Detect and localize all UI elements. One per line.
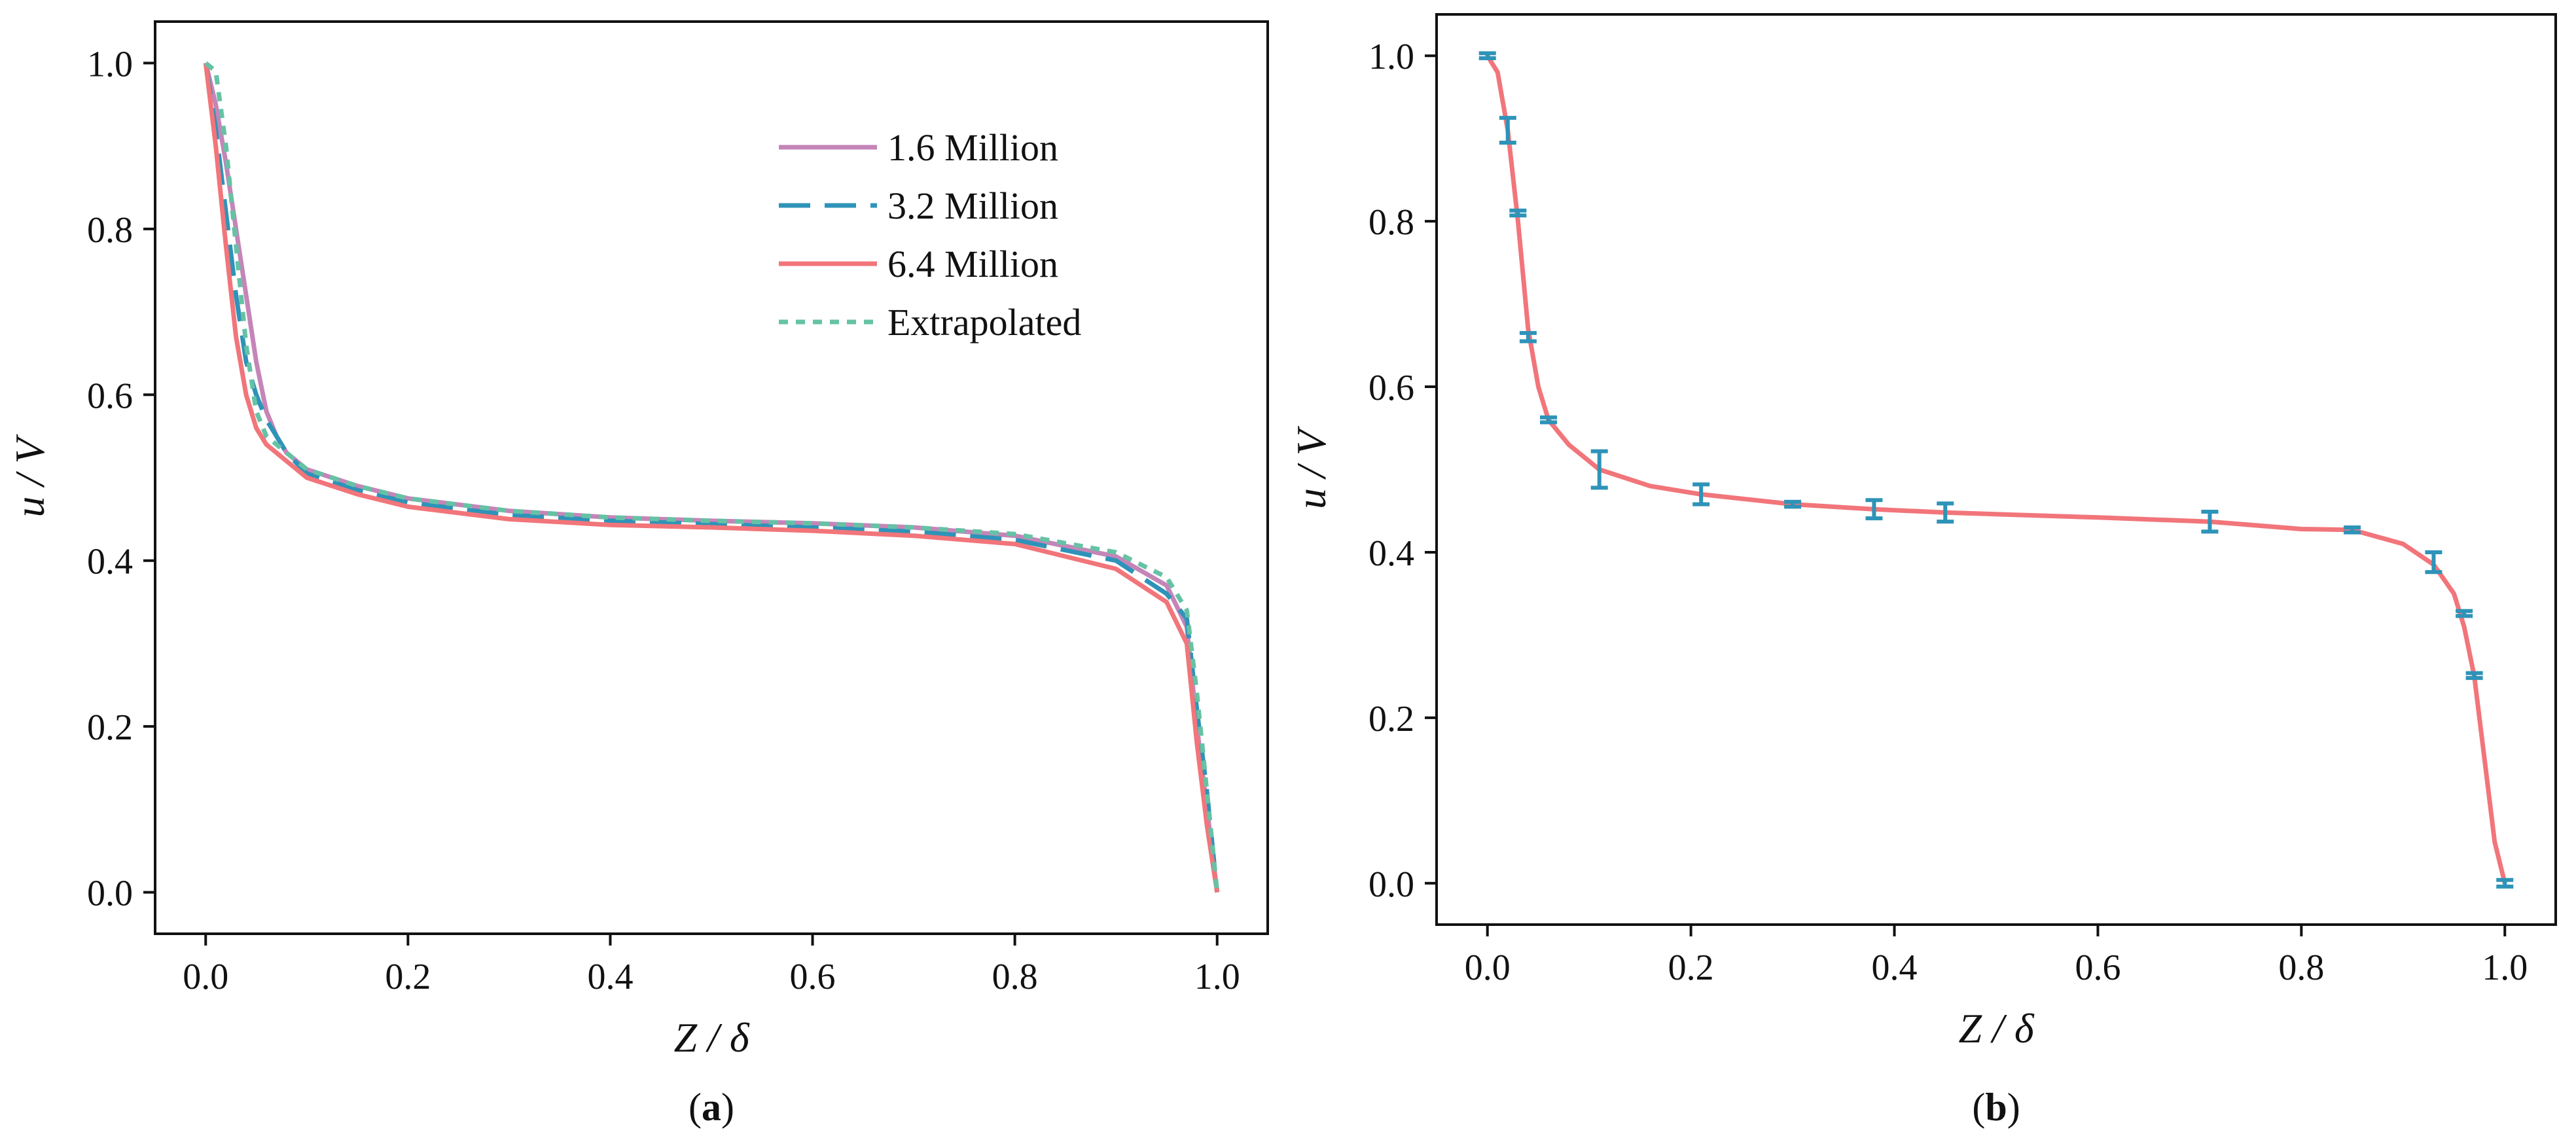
x-tick-label: 0.4	[1872, 948, 1918, 988]
series-line-1-6-million	[203, 62, 1220, 893]
panel-a-x-ticks: 0.0 0.2 0.4 0.6 0.8 1.0	[183, 934, 1240, 997]
y-tick-label: 0.8	[1368, 202, 1414, 243]
error-bar	[2201, 509, 2219, 534]
error-bar	[1540, 415, 1557, 425]
series-line-3-2-million	[203, 62, 1220, 893]
x-tick-label: 0.4	[587, 957, 633, 997]
panel-b-frame	[1435, 13, 2557, 926]
panel-a-y-ticks: 0.0 0.2 0.4 0.6 0.8 1.0	[87, 44, 155, 914]
y-tick-label: 0.6	[1368, 368, 1414, 408]
y-tick-label: 0.4	[1368, 533, 1414, 574]
y-tick-label: 0.2	[1368, 699, 1414, 739]
y-tick-label: 1.0	[1368, 37, 1414, 77]
legend-label: 1.6 Million	[887, 126, 1058, 169]
panel-a-legend: 1.6 Million 3.2 Million 6.4 Million Extrapo…	[779, 126, 1081, 344]
x-tick-label: 1.0	[2482, 948, 2528, 988]
error-bar	[1784, 499, 1802, 509]
error-bar	[1865, 498, 1883, 521]
panel-b-x-ticks: 0.0 0.2 0.4 0.6 0.8 1.0	[1465, 925, 2528, 988]
x-tick-label: 0.8	[2278, 948, 2324, 988]
x-tick-label: 0.2	[1668, 948, 1714, 988]
error-bar	[1499, 116, 1516, 145]
panel-b-label: (b)	[1972, 1086, 2020, 1129]
panel-b-x-axis-title: Z / δ	[1958, 1005, 2034, 1052]
x-tick-label: 0.2	[385, 957, 431, 997]
y-tick-label: 0.6	[87, 376, 133, 416]
error-bar	[1478, 51, 1496, 61]
error-bar	[2496, 877, 2514, 889]
x-tick-label: 0.8	[992, 957, 1038, 997]
x-tick-label: 0.6	[2075, 948, 2120, 988]
error-bar	[1519, 330, 1537, 344]
panel-a-label-letter: a	[702, 1086, 721, 1129]
series-line-6-4-million	[203, 62, 1220, 893]
x-tick-label: 0.0	[183, 957, 228, 997]
error-bar	[2465, 671, 2483, 681]
panel-b-label-close: )	[2007, 1086, 2020, 1129]
panel-a-label-close: )	[721, 1086, 734, 1129]
x-tick-label: 0.0	[1465, 948, 1511, 988]
x-tick-label: 0.6	[790, 957, 836, 997]
x-tick-label: 1.0	[1194, 957, 1240, 997]
error-bar	[2456, 609, 2473, 618]
error-bar	[1692, 482, 1710, 506]
error-bar	[1590, 449, 1608, 490]
panel-a-frame	[154, 20, 1269, 935]
legend-label: 3.2 Million	[887, 185, 1058, 227]
y-tick-label: 0.8	[87, 210, 133, 251]
panel-b-plot-area	[1478, 51, 2514, 889]
y-tick-label: 0.0	[1368, 864, 1414, 905]
y-tick-label: 0.4	[87, 542, 133, 582]
panel-a-label-open: (	[689, 1086, 702, 1129]
panel-b-y-ticks: 0.0 0.2 0.4 0.6 0.8 1.0	[1368, 37, 1437, 905]
legend-label: 6.4 Million	[887, 243, 1058, 285]
y-tick-label: 1.0	[87, 44, 133, 84]
series-line-extrapolated	[204, 61, 1220, 893]
panel-a-plot-area	[203, 61, 1220, 893]
panel-b-y-axis-title: u / V	[1288, 425, 1334, 509]
error-bar	[1937, 501, 1954, 524]
panel-a-label: (a)	[689, 1086, 734, 1129]
panel-a-y-axis-title: u / V	[7, 434, 53, 518]
error-bar	[2425, 550, 2442, 575]
panel-b-label-letter: b	[1985, 1086, 2007, 1129]
error-bar	[1509, 208, 1527, 218]
legend-label: Extrapolated	[887, 301, 1081, 344]
y-tick-label: 0.2	[87, 707, 133, 748]
error-bar	[2344, 525, 2361, 535]
panel-a-x-axis-title: Z / δ	[673, 1014, 749, 1061]
panel-a: 0.0 0.2 0.4 0.6 0.8 1.0 0.0 0.2 0.4 0.6 0.8 1.0 u …	[7, 20, 1269, 1129]
y-tick-label: 0.0	[87, 874, 133, 914]
panel-b: 0.0 0.2 0.4 0.6 0.8 1.0 0.0 0.2 0.4 0.6 0.8 1.0 u …	[1288, 13, 2557, 1129]
panel-b-label-open: (	[1972, 1086, 1985, 1129]
